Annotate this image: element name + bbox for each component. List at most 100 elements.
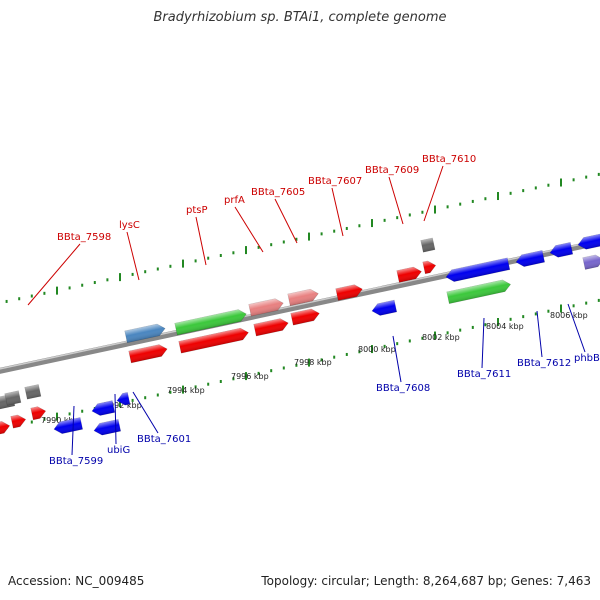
- gene-arrow-blue[interactable]: [515, 250, 545, 268]
- minor-tick: [383, 344, 386, 348]
- major-tick: [182, 385, 184, 394]
- minor-tick: [320, 358, 323, 362]
- minor-tick: [572, 178, 575, 182]
- gene-arrow-pink[interactable]: [287, 288, 320, 307]
- minor-tick: [509, 191, 512, 195]
- gene-arrow-gray[interactable]: [4, 390, 22, 406]
- minor-tick: [534, 312, 537, 316]
- minor-tick: [68, 286, 71, 290]
- minor-tick: [459, 328, 462, 332]
- gene-arrow-red[interactable]: [178, 327, 250, 354]
- gene-arrow-blue[interactable]: [53, 417, 83, 436]
- gene-label[interactable]: BBta_7607: [308, 176, 362, 187]
- major-tick: [560, 178, 562, 187]
- minor-tick: [471, 325, 474, 329]
- minor-tick: [522, 189, 525, 193]
- minor-tick: [207, 256, 210, 260]
- minor-tick: [358, 224, 361, 228]
- gene-label[interactable]: ubiG: [107, 445, 130, 456]
- minor-tick: [597, 172, 600, 176]
- minor-tick: [131, 272, 134, 276]
- minor-tick: [18, 297, 21, 301]
- accession-text: Accession: NC_009485: [8, 574, 145, 588]
- gene-label[interactable]: ptsP: [186, 205, 208, 216]
- minor-tick: [156, 267, 159, 271]
- minor-tick: [232, 251, 235, 255]
- minor-tick: [194, 385, 197, 389]
- gene-arrow-blue[interactable]: [577, 233, 600, 251]
- minor-tick: [547, 183, 550, 187]
- minor-tick: [81, 283, 84, 287]
- minor-tick: [5, 299, 8, 303]
- gene-arrow-blue[interactable]: [91, 400, 116, 417]
- gene-arrow-gray[interactable]: [420, 237, 436, 253]
- lower-scale-track: [5, 298, 600, 429]
- gene-arrow-blue[interactable]: [371, 299, 398, 317]
- minor-tick: [270, 369, 273, 373]
- gene-arrow-red[interactable]: [422, 260, 437, 275]
- gene-arrow-red[interactable]: [253, 317, 290, 337]
- minor-tick: [43, 417, 46, 421]
- gene-features[interactable]: [0, 233, 600, 437]
- gene-arrow-blue[interactable]: [116, 392, 131, 406]
- major-tick: [245, 246, 247, 255]
- minor-tick: [547, 309, 550, 313]
- minor-tick: [68, 412, 71, 416]
- major-tick: [560, 304, 562, 313]
- gene-label[interactable]: BBta_7609: [365, 165, 419, 176]
- minor-tick: [408, 339, 411, 343]
- gene-label[interactable]: BBta_7608: [376, 383, 430, 394]
- gene-label[interactable]: prfA: [224, 195, 245, 206]
- gene-arrow-red[interactable]: [30, 405, 47, 421]
- gene-arrow-blue[interactable]: [93, 419, 122, 436]
- gene-arrow-pink[interactable]: [248, 297, 285, 317]
- gene-arrow-purple[interactable]: [582, 254, 600, 270]
- gene-arrow-blue[interactable]: [445, 257, 511, 283]
- minor-tick: [509, 317, 512, 321]
- gene-label[interactable]: BBta_7611: [457, 369, 511, 380]
- major-tick: [56, 286, 58, 295]
- minor-tick: [484, 197, 487, 201]
- major-tick: [245, 372, 247, 381]
- minor-tick: [270, 243, 273, 247]
- minor-tick: [345, 352, 348, 356]
- gene-arrow-red[interactable]: [290, 307, 321, 326]
- tick-label: 7994 kbp: [167, 386, 205, 395]
- gene-label[interactable]: BBta_7601: [137, 434, 191, 445]
- minor-tick: [169, 390, 172, 394]
- gene-label[interactable]: BBta_7598: [57, 232, 111, 243]
- gene-arrow-gray[interactable]: [24, 384, 42, 400]
- gene-label[interactable]: BBta_7605: [251, 187, 305, 198]
- minor-tick: [534, 186, 537, 190]
- bottom-gene-labels: BBta_7599 ubiG BBta_7601 BBta_7608 BBta_…: [49, 353, 600, 467]
- tick-label: 7998 kbp: [294, 358, 332, 367]
- gene-arrow-red[interactable]: [10, 413, 27, 429]
- minor-tick: [421, 210, 424, 214]
- gene-label[interactable]: BBta_7610: [422, 154, 476, 165]
- gene-arrow-red[interactable]: [128, 343, 169, 364]
- minor-tick: [295, 237, 298, 241]
- gene-arrow-red[interactable]: [396, 266, 423, 283]
- major-tick: [434, 205, 436, 214]
- minor-tick: [282, 366, 285, 370]
- gene-label[interactable]: lysC: [119, 220, 140, 231]
- gene-arrow-green[interactable]: [174, 308, 248, 336]
- minor-tick: [345, 226, 348, 230]
- gene-arrow-blue[interactable]: [549, 242, 574, 258]
- gene-arrow-green[interactable]: [446, 278, 512, 304]
- minor-tick: [597, 298, 600, 302]
- minor-tick: [194, 259, 197, 263]
- minor-tick: [131, 398, 134, 402]
- gene-arrow-steel-blue[interactable]: [124, 323, 167, 344]
- minor-tick: [459, 202, 462, 206]
- minor-tick: [282, 240, 285, 244]
- gene-arrow-red[interactable]: [0, 420, 11, 435]
- gene-arrow-red[interactable]: [335, 283, 364, 301]
- minor-tick: [93, 281, 96, 285]
- major-tick: [119, 273, 121, 282]
- genome-stats-text: Topology: circular; Length: 8,264,687 bp…: [261, 574, 591, 588]
- gene-label[interactable]: BBta_7599: [49, 456, 103, 467]
- gene-label[interactable]: BBta_7612: [517, 358, 571, 369]
- gene-label[interactable]: phbB: [574, 353, 600, 364]
